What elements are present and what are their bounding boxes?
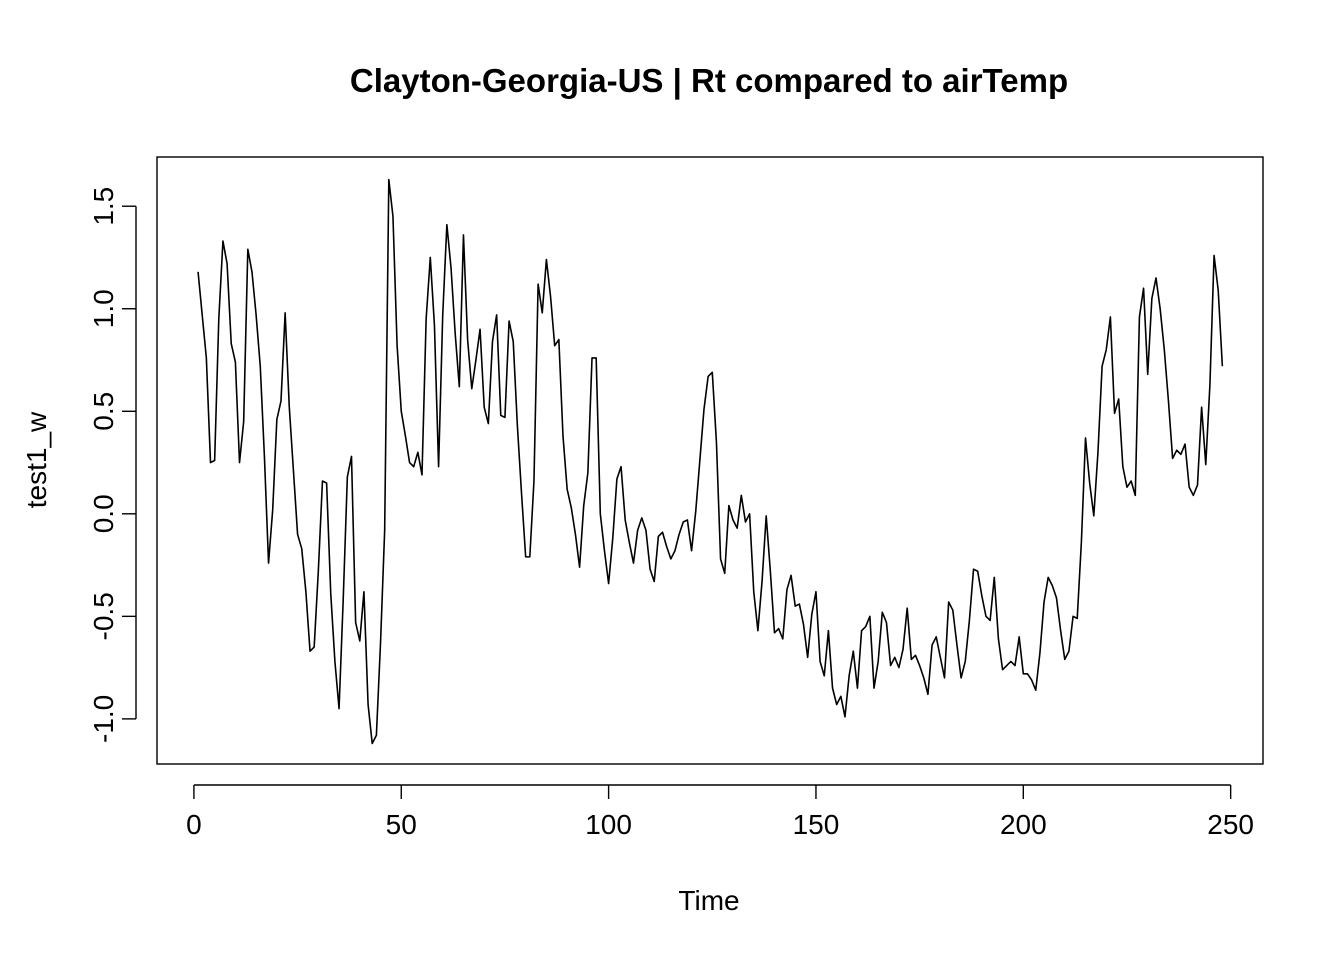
x-axis: 0 50 100 150 200 250: [186, 784, 1254, 840]
y-tick-label: 1.5: [88, 187, 119, 226]
plot-frame: [156, 156, 1264, 765]
y-tick-label: -1.0: [88, 695, 119, 743]
y-tick-label: 0.5: [88, 392, 119, 431]
x-tick-label: 150: [793, 809, 840, 840]
x-tick-label: 250: [1207, 809, 1254, 840]
series-line-0: [197, 178, 1224, 745]
x-tick-label: 0: [186, 809, 202, 840]
y-tick-label: 1.0: [88, 289, 119, 328]
x-tick-label: 50: [386, 809, 417, 840]
x-tick-label: 200: [1000, 809, 1047, 840]
y-tick-label: -0.5: [88, 592, 119, 640]
x-axis-label: Time: [678, 885, 739, 916]
y-axis: -1.0 -0.5 0.0 0.5 1.0 1.5: [88, 187, 137, 743]
y-axis-label: test1_w: [21, 411, 52, 508]
x-tick-label: 100: [585, 809, 632, 840]
y-tick-label: 0.0: [88, 494, 119, 533]
chart-title: Clayton-Georgia-US | Rt compared to airT…: [350, 62, 1068, 99]
series-layer: [197, 178, 1224, 745]
